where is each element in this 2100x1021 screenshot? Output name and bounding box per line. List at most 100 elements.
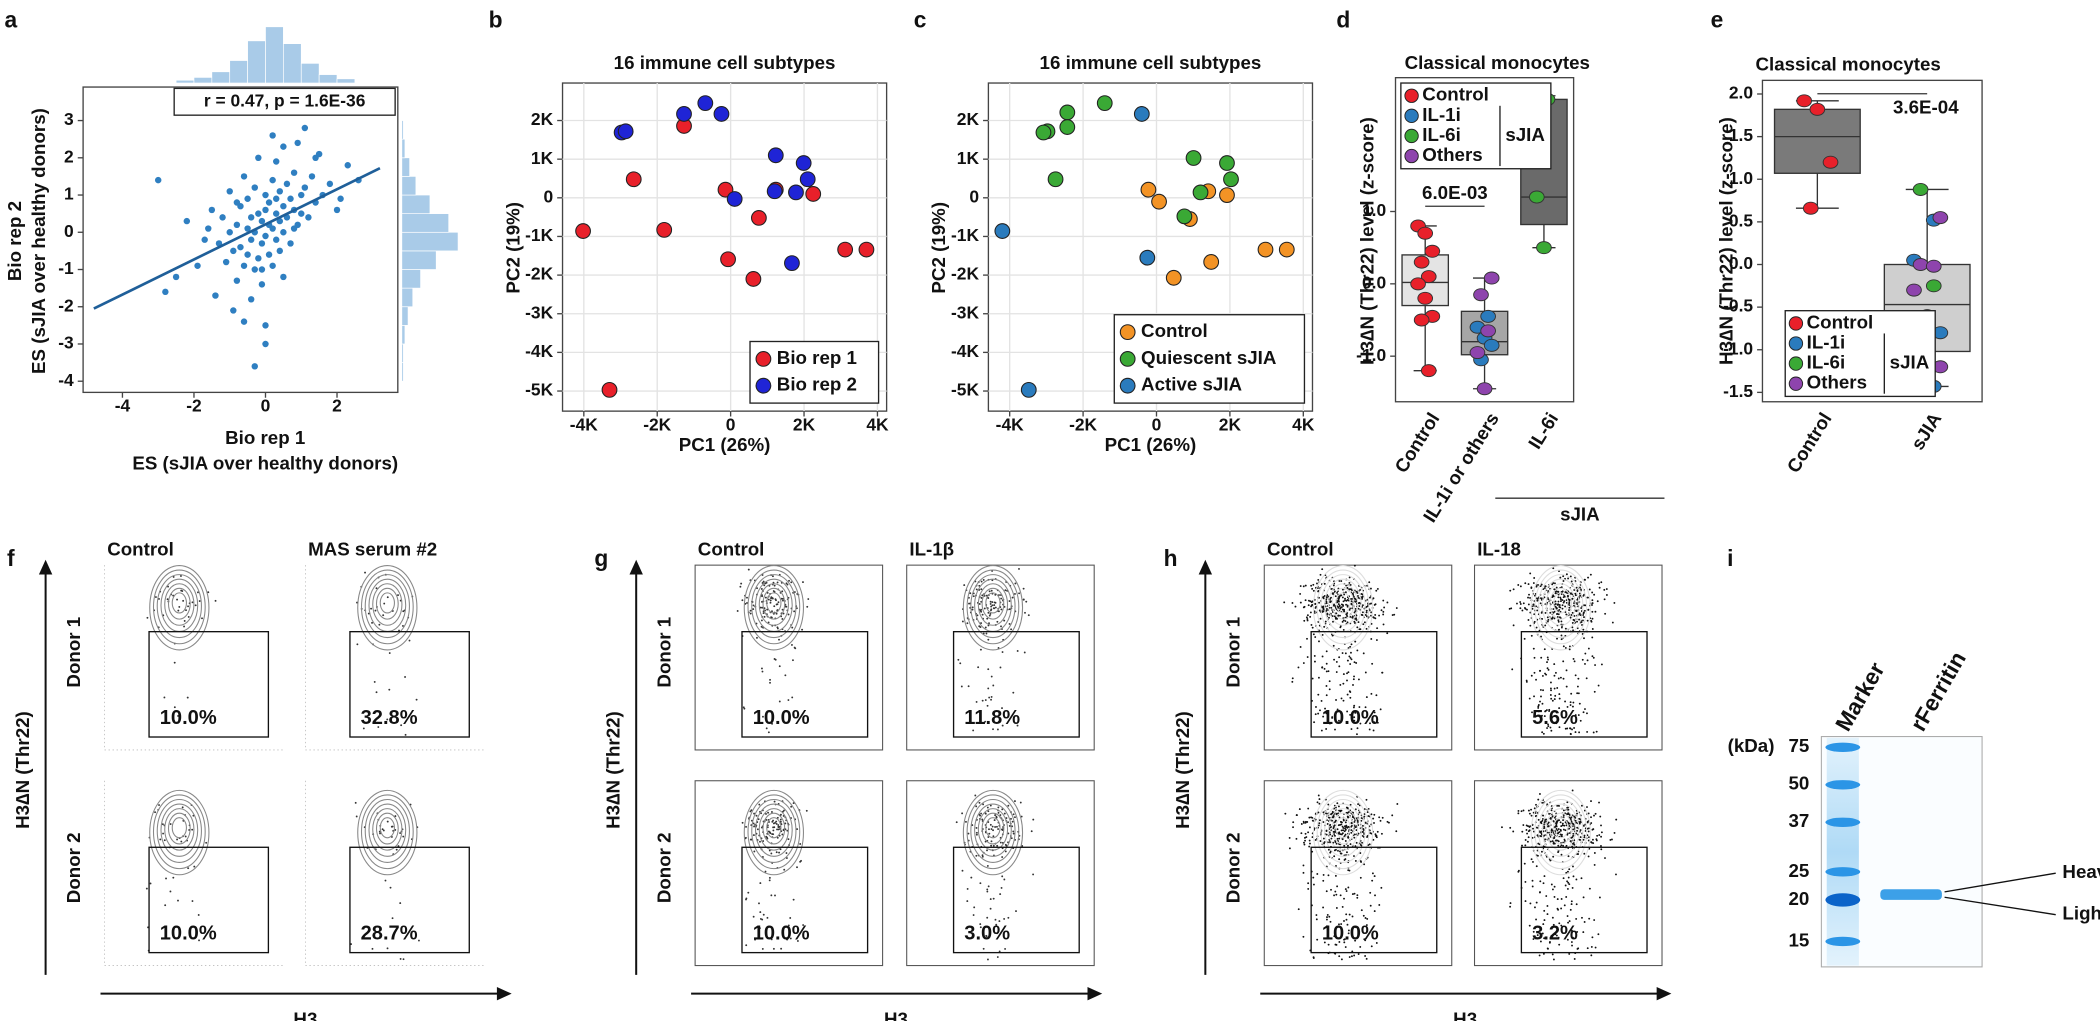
- event-dot: [987, 687, 990, 690]
- event-dot: [1326, 918, 1328, 921]
- band-label: Heavy chain: [2062, 861, 2100, 882]
- event-dot: [1571, 611, 1574, 614]
- event-dot: [1583, 852, 1586, 855]
- event-dot: [1313, 654, 1316, 657]
- event-dot: [1354, 926, 1357, 929]
- event-dot: [1333, 894, 1336, 897]
- y-tick-label: -5K: [525, 380, 553, 400]
- event-dot: [1540, 635, 1543, 638]
- point: [726, 191, 743, 207]
- point: [745, 271, 762, 287]
- event-dot: [1361, 841, 1364, 844]
- event-dot: [1303, 843, 1306, 846]
- event-dot: [180, 840, 183, 843]
- event-dot: [1303, 619, 1306, 622]
- event-dot: [1564, 727, 1567, 730]
- point: [294, 139, 301, 147]
- event-dot: [1527, 836, 1530, 839]
- event-dot: [1560, 825, 1563, 828]
- event-dot: [1561, 824, 1564, 827]
- event-dot: [1355, 598, 1357, 601]
- event-dot: [1372, 817, 1375, 820]
- event-dot: [1346, 586, 1349, 589]
- event-dot: [1327, 943, 1330, 946]
- event-dot: [1573, 604, 1575, 607]
- event-dot: [1353, 597, 1356, 600]
- event-dot: [1562, 819, 1565, 822]
- event-dot: [790, 581, 793, 584]
- event-dot: [990, 695, 993, 698]
- event-dot: [1541, 702, 1544, 705]
- event-dot: [1325, 602, 1328, 605]
- event-dot: [1572, 936, 1574, 939]
- event-dot: [1317, 712, 1320, 715]
- x-tick-label: 4K: [866, 414, 889, 434]
- contour: [974, 803, 1012, 857]
- event-dot: [1314, 839, 1317, 841]
- event-dot: [1533, 695, 1535, 698]
- event-dot: [1574, 937, 1577, 940]
- event-dot: [1365, 615, 1368, 618]
- event-dot: [1578, 618, 1581, 621]
- event-dot: [1328, 680, 1331, 683]
- event-dot: [1361, 824, 1364, 827]
- event-dot: [1535, 826, 1538, 829]
- event-dot: [1371, 662, 1374, 665]
- point: [244, 251, 251, 258]
- point: [251, 266, 258, 273]
- event-dot: [1365, 924, 1368, 926]
- event-dot: [1365, 957, 1368, 960]
- event-dot: [1550, 689, 1552, 692]
- gate-percentage: 10.0%: [753, 922, 810, 944]
- event-dot: [1586, 947, 1589, 950]
- event-dot: [792, 714, 795, 716]
- event-dot: [984, 812, 987, 815]
- event-dot: [1321, 633, 1324, 636]
- point: [240, 173, 248, 180]
- event-dot: [1350, 658, 1353, 661]
- event-dot: [1568, 645, 1571, 648]
- point: [255, 210, 262, 217]
- event-dot: [1569, 840, 1572, 843]
- point: [205, 225, 212, 232]
- event-dot: [761, 947, 764, 950]
- event-dot: [984, 720, 987, 723]
- event-dot: [776, 836, 779, 839]
- plot-frame: [694, 780, 884, 967]
- event-dot: [1509, 902, 1512, 905]
- point: [258, 266, 266, 273]
- point: [287, 195, 294, 202]
- event-dot: [1565, 613, 1568, 616]
- contour: [1331, 587, 1355, 620]
- event-dot: [1532, 582, 1535, 584]
- event-dot: [1525, 679, 1528, 682]
- row-label: Donor 2: [63, 832, 84, 903]
- event-dot: [1333, 824, 1336, 827]
- event-dot: [1307, 807, 1310, 810]
- event-dot: [1603, 598, 1606, 601]
- event-dot: [1560, 833, 1563, 836]
- event-dot: [792, 659, 794, 662]
- event-dot: [1347, 886, 1350, 889]
- event-dot: [1548, 831, 1550, 834]
- legend-label: IL-1i: [1807, 331, 1846, 352]
- event-dot: [1546, 656, 1549, 659]
- event-dot: [1373, 813, 1376, 816]
- event-dot: [1560, 844, 1563, 847]
- event-dot: [767, 731, 770, 734]
- event-dot: [394, 815, 397, 818]
- contour: [357, 789, 418, 876]
- event-dot: [1370, 832, 1373, 835]
- event-dot: [381, 828, 384, 831]
- event-dot: [1539, 940, 1542, 943]
- event-dot: [756, 587, 758, 590]
- event-dot: [756, 636, 758, 639]
- event-dot: [1544, 672, 1546, 675]
- event-dot: [1302, 864, 1305, 867]
- event-dot: [1343, 593, 1346, 596]
- event-dot: [1299, 585, 1302, 587]
- point: [1219, 155, 1235, 171]
- event-dot: [756, 828, 759, 831]
- event-dot: [1362, 623, 1365, 626]
- contour: [747, 794, 801, 870]
